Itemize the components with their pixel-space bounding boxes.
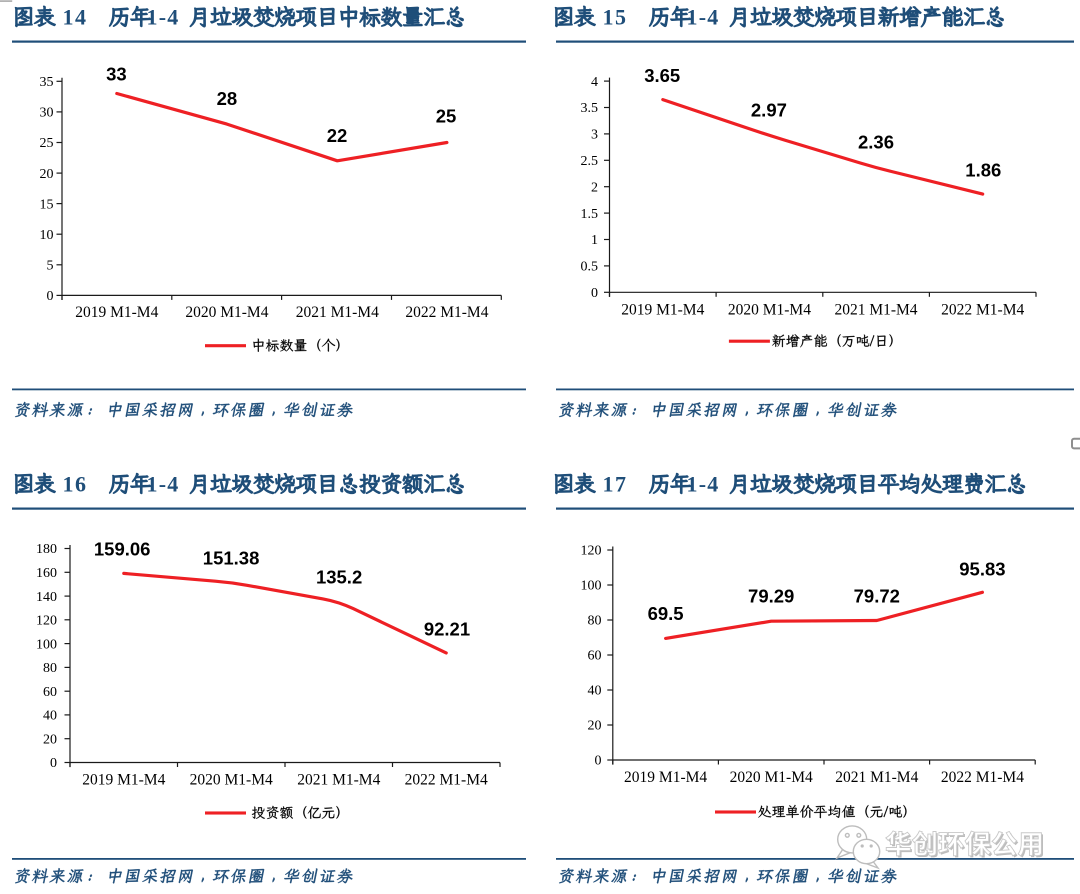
svg-text:1: 1 xyxy=(591,233,598,248)
svg-text:1-4: 1-4 xyxy=(687,5,720,30)
svg-text:160: 160 xyxy=(36,566,57,581)
svg-text:100: 100 xyxy=(581,579,602,594)
svg-text:2.36: 2.36 xyxy=(858,132,894,153)
svg-text:140: 140 xyxy=(36,590,57,605)
svg-text:2: 2 xyxy=(591,180,598,195)
svg-text:180: 180 xyxy=(36,542,57,557)
svg-text:0.5: 0.5 xyxy=(581,260,599,275)
svg-text:17: 17 xyxy=(603,472,628,497)
svg-text:28: 28 xyxy=(217,88,238,109)
svg-text:3.65: 3.65 xyxy=(644,65,680,86)
svg-text:0: 0 xyxy=(47,289,54,304)
svg-text:1-4: 1-4 xyxy=(687,472,720,497)
svg-text:5: 5 xyxy=(47,259,54,274)
svg-text:79.29: 79.29 xyxy=(748,586,794,607)
svg-text:25: 25 xyxy=(436,106,457,127)
svg-text:92.21: 92.21 xyxy=(424,619,470,640)
svg-text:2020 M1-M4: 2020 M1-M4 xyxy=(190,772,273,789)
svg-text:80: 80 xyxy=(43,661,57,676)
svg-text:120: 120 xyxy=(581,544,602,559)
svg-text:2020 M1-M4: 2020 M1-M4 xyxy=(185,304,268,321)
svg-text:2020 M1-M4: 2020 M1-M4 xyxy=(730,769,813,786)
svg-text:2019 M1-M4: 2019 M1-M4 xyxy=(624,769,707,786)
svg-text:2022 M1-M4: 2022 M1-M4 xyxy=(405,772,488,789)
svg-text:1.86: 1.86 xyxy=(965,159,1001,180)
svg-text:35: 35 xyxy=(40,75,54,90)
svg-text:1-4: 1-4 xyxy=(147,5,180,30)
svg-text:2022 M1-M4: 2022 M1-M4 xyxy=(941,769,1024,786)
svg-text:20: 20 xyxy=(588,719,602,734)
svg-text:20: 20 xyxy=(43,732,57,747)
svg-text:151.38: 151.38 xyxy=(203,548,260,569)
svg-text:2020 M1-M4: 2020 M1-M4 xyxy=(728,302,811,319)
svg-text:159.06: 159.06 xyxy=(94,538,151,559)
svg-text:60: 60 xyxy=(43,685,57,700)
svg-text:80: 80 xyxy=(588,614,602,629)
svg-text:2021 M1-M4: 2021 M1-M4 xyxy=(297,772,380,789)
svg-text:15: 15 xyxy=(40,197,54,212)
svg-text:0: 0 xyxy=(591,286,598,301)
svg-text:135.2: 135.2 xyxy=(316,567,362,588)
svg-text:2019 M1-M4: 2019 M1-M4 xyxy=(82,772,165,789)
svg-text:40: 40 xyxy=(588,684,602,699)
svg-text:40: 40 xyxy=(43,709,57,724)
svg-text:2019 M1-M4: 2019 M1-M4 xyxy=(75,304,158,321)
svg-text:4: 4 xyxy=(591,75,598,90)
svg-text:1-4: 1-4 xyxy=(147,472,180,497)
svg-text:2.97: 2.97 xyxy=(751,100,787,121)
svg-text:2022 M1-M4: 2022 M1-M4 xyxy=(941,302,1024,319)
svg-text:30: 30 xyxy=(40,106,54,121)
svg-text:3.5: 3.5 xyxy=(581,101,599,116)
svg-text:2019 M1-M4: 2019 M1-M4 xyxy=(621,302,704,319)
svg-text:25: 25 xyxy=(40,136,54,151)
svg-text:60: 60 xyxy=(588,649,602,664)
svg-text:0: 0 xyxy=(595,754,602,769)
svg-text:69.5: 69.5 xyxy=(648,603,684,624)
svg-text:22: 22 xyxy=(327,125,348,146)
svg-text:20: 20 xyxy=(40,167,54,182)
svg-text:33: 33 xyxy=(106,64,127,85)
svg-text:2021 M1-M4: 2021 M1-M4 xyxy=(296,304,379,321)
svg-text:2.5: 2.5 xyxy=(581,154,599,169)
svg-text:100: 100 xyxy=(36,637,57,652)
svg-text:2021 M1-M4: 2021 M1-M4 xyxy=(834,302,917,319)
svg-text:120: 120 xyxy=(36,614,57,629)
svg-text:0: 0 xyxy=(50,756,57,771)
svg-text:95.83: 95.83 xyxy=(959,559,1005,580)
svg-text:16: 16 xyxy=(63,472,88,497)
svg-text:14: 14 xyxy=(63,5,88,30)
svg-text:15: 15 xyxy=(603,5,628,30)
svg-text:1.5: 1.5 xyxy=(581,207,599,222)
svg-text:79.72: 79.72 xyxy=(854,586,900,607)
svg-text:3: 3 xyxy=(591,128,598,143)
svg-text:2022 M1-M4: 2022 M1-M4 xyxy=(405,304,488,321)
svg-text:10: 10 xyxy=(40,228,54,243)
svg-text:2021 M1-M4: 2021 M1-M4 xyxy=(835,769,918,786)
